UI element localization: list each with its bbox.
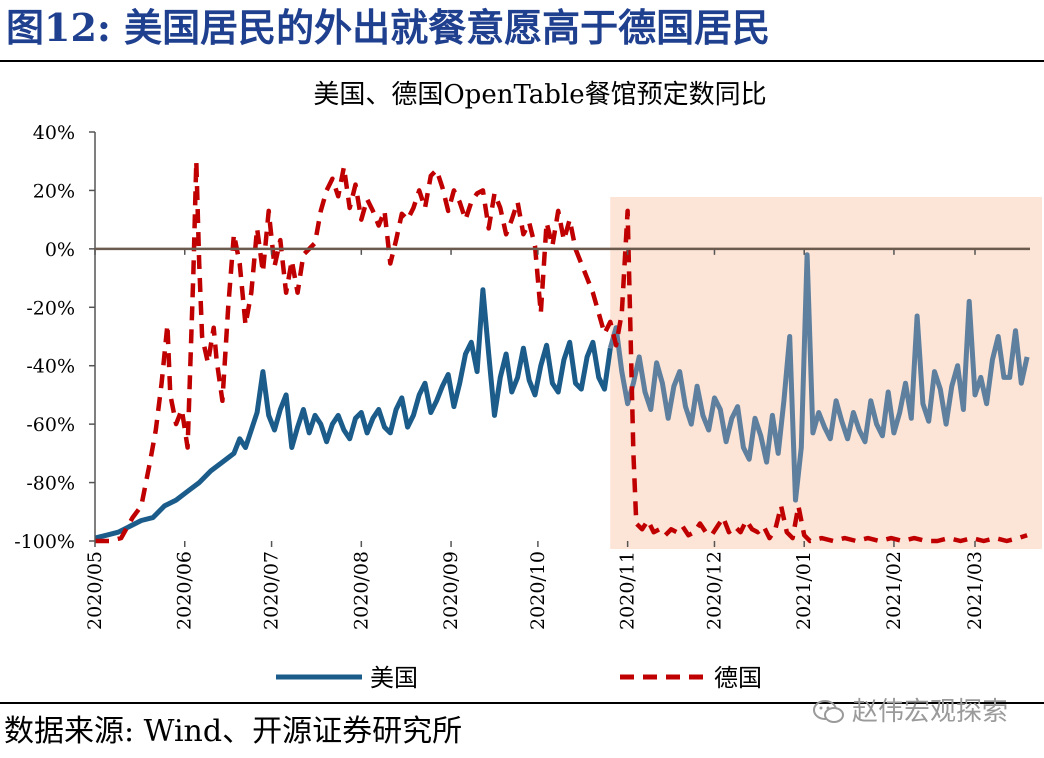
x-tick-label: 2020/09 <box>440 551 462 630</box>
x-tick-label: 2021/02 <box>883 551 905 630</box>
y-tick-label: -100% <box>14 531 75 553</box>
axes: 40% 20% 0% -20% -40% -60% -80% -100% 2020/05 2020… <box>14 122 1030 630</box>
source-note: 数据来源: Wind、开源证券研究所 <box>4 714 463 749</box>
series-2 <box>95 158 1028 544</box>
watermark-text: 赵伟宏观探索 <box>852 697 1009 727</box>
figure-title: 图12: 美国居民的外出就餐意愿高于德国居民 <box>6 5 771 50</box>
bottom-rule <box>0 702 1044 704</box>
y-tick-label: -20% <box>26 297 75 319</box>
legend: 美国 德国 <box>276 664 762 692</box>
watermark: 赵伟宏观探索 <box>812 694 1008 730</box>
series-line-highlighted <box>607 252 1030 503</box>
series-1 <box>94 252 1030 541</box>
y-tick-label: -40% <box>26 356 75 378</box>
x-tick-label: 2020/07 <box>261 551 283 630</box>
x-tick-label: 2021/01 <box>793 551 815 630</box>
series-line <box>94 287 613 541</box>
x-tick-label: 2020/12 <box>703 551 725 630</box>
wechat-icon <box>813 700 844 723</box>
legend-label: 德国 <box>714 664 762 692</box>
x-tick-label: 2020/11 <box>617 551 639 630</box>
y-tick-label: 20% <box>33 180 75 202</box>
chart: 美国、德国OpenTable餐馆预定数同比 美国 德国 40% 20% 0% -20% -… <box>14 80 1042 692</box>
y-tick-label: 40% <box>33 122 75 144</box>
x-tick-label: 2020/06 <box>174 551 196 630</box>
top-rule <box>0 60 1044 62</box>
y-tick-label: -60% <box>26 414 75 436</box>
x-tick-label: 2020/08 <box>350 551 372 630</box>
chart-title: 美国、德国OpenTable餐馆预定数同比 <box>313 80 766 110</box>
series-layer <box>94 158 1030 544</box>
x-tick-label: 2020/05 <box>84 551 106 630</box>
x-tick-label: 2020/10 <box>527 551 549 630</box>
legend-label: 美国 <box>370 664 418 692</box>
x-tick-label: 2021/03 <box>964 551 986 630</box>
y-tick-label: -80% <box>26 473 75 495</box>
y-tick-label: 0% <box>45 239 75 261</box>
series-line <box>95 158 1028 544</box>
